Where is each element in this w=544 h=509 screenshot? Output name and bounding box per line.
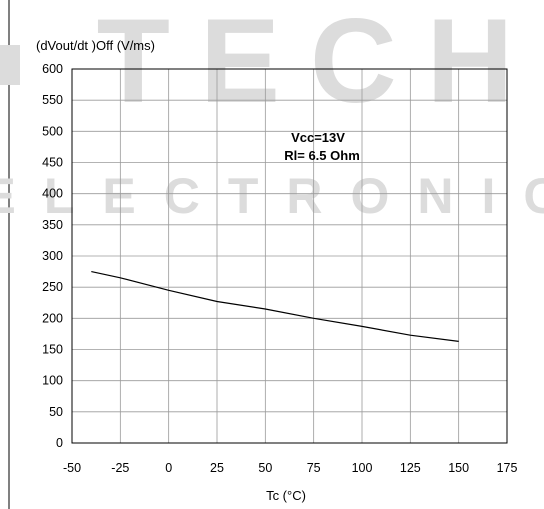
y-axis-ticks: 0 50 100 150 200 250 300 350 400 450 500 550 600	[42, 62, 63, 450]
grid	[72, 69, 507, 443]
watermark-line1: TECH	[97, 0, 544, 128]
y-tick-label: 550	[42, 93, 63, 107]
y-tick-label: 300	[42, 249, 63, 263]
plot-frame	[71, 68, 508, 444]
y-tick-label: 100	[42, 374, 63, 388]
x-axis-title: Tc (°C)	[266, 488, 306, 503]
y-tick-label: 50	[49, 405, 63, 419]
y-tick-label: 200	[42, 311, 63, 325]
x-tick-label: -25	[111, 461, 129, 475]
y-tick-label: 400	[42, 187, 63, 201]
y-tick-label: 150	[42, 343, 63, 357]
watermark: TECH ELECTRONIC	[0, 0, 544, 224]
x-tick-label: 150	[448, 461, 469, 475]
y-tick-label: 250	[42, 280, 63, 294]
y-tick-label: 500	[42, 124, 63, 138]
x-tick-label: 175	[497, 461, 518, 475]
x-tick-label: 0	[165, 461, 172, 475]
x-tick-label: 100	[352, 461, 373, 475]
y-tick-label: 0	[56, 436, 63, 450]
y-tick-label: 600	[42, 62, 63, 76]
watermark-left-bar	[0, 45, 20, 85]
series-line	[91, 271, 459, 342]
annotation-rl: Rl= 6.5 Ohm	[284, 148, 360, 163]
y-tick-label: 450	[42, 156, 63, 170]
annotation-vcc: Vcc=13V	[291, 130, 345, 145]
y-tick-label: 350	[42, 218, 63, 232]
x-axis-ticks: -50 -25 0 25 50 75 100 125 150 175	[63, 461, 518, 475]
x-tick-label: 75	[307, 461, 321, 475]
x-tick-label: 50	[258, 461, 272, 475]
y-axis-title: (dVout/dt )Off (V/ms)	[36, 38, 155, 53]
x-tick-label: 25	[210, 461, 224, 475]
x-tick-label: -50	[63, 461, 81, 475]
x-tick-label: 125	[400, 461, 421, 475]
watermark-line2: ELECTRONIC	[0, 168, 544, 224]
